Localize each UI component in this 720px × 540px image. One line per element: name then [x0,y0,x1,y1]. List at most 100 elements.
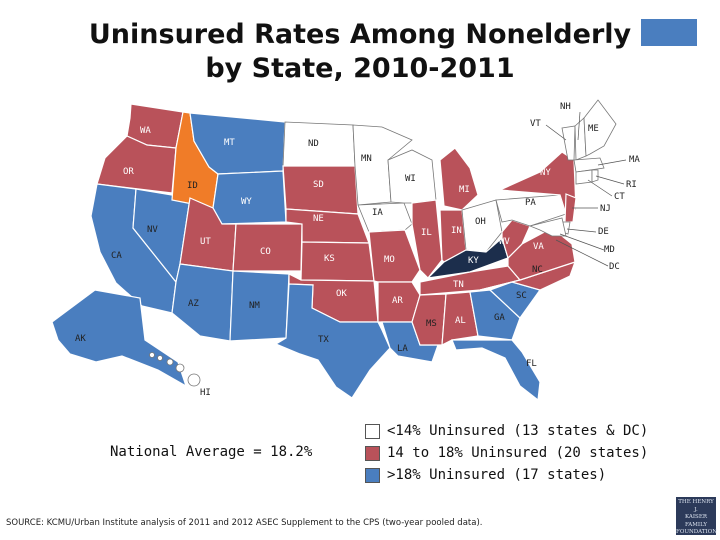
label-nm: NM [249,301,260,311]
leader-ct [587,179,613,197]
leader-ri [595,175,625,185]
label-tn: TN [453,280,464,290]
label-ms: MS [426,319,437,329]
label-al: AL [455,316,466,326]
leader-dc [555,239,609,267]
map-title: Uninsured Rates Among Nonelderly by Stat… [60,18,660,86]
title-line-2: by State, 2010-2011 [205,53,515,84]
label-az: AZ [188,299,199,309]
label-de: DE [598,227,609,237]
corner-color-block [641,19,697,46]
national-average: National Average = 18.2% [110,444,313,460]
kff-logo: THE HENRY J. KAISER FAMILY FOUNDATION [676,497,718,535]
label-ga: GA [494,313,505,323]
label-il: IL [421,228,432,238]
state-mi [439,147,479,211]
label-wv: WV [499,237,510,247]
label-in: IN [451,226,462,236]
label-fl: FL [526,359,537,369]
label-ne: NE [313,214,324,224]
state-hi-3 [166,358,174,366]
label-ri: RI [626,180,637,190]
leader-vt [545,124,567,141]
title-line-1: Uninsured Rates Among Nonelderly [88,19,632,50]
legend-label-mid: 14 to 18% Uninsured (20 states) [387,445,649,461]
label-ca: CA [111,251,122,261]
label-sd: SD [313,180,324,190]
logo-line-1: THE HENRY J. [678,499,714,513]
legend-label-low: <14% Uninsured (13 states & DC) [387,423,649,439]
state-ks [300,241,375,282]
state-ri [591,169,599,183]
label-la: LA [397,344,408,354]
label-ut: UT [200,237,211,247]
label-mi: MI [459,185,470,195]
state-hi-4 [175,363,185,373]
state-ky [426,236,509,279]
state-ny [497,151,577,215]
label-mo: MO [384,255,395,265]
label-ar: AR [392,296,403,306]
leader-nh [577,111,581,141]
label-nv: NV [147,225,158,235]
label-ia: IA [372,208,383,218]
state-az [171,263,234,342]
label-me: ME [588,124,599,134]
label-nd: ND [308,139,319,149]
state-hi-5 [187,373,201,387]
state-fl [451,339,541,402]
legend: <14% Uninsured (13 states & DC) 14 to 18… [365,420,648,486]
state-hi-1 [149,352,155,358]
label-hi: HI [200,388,211,398]
logo-line-3: FAMILY [684,521,708,528]
state-tx [274,283,391,399]
state-sd [282,165,359,215]
label-ok: OK [336,289,347,299]
label-wa: WA [140,126,151,136]
label-dc: DC [609,262,620,272]
legend-row-high: >18% Uninsured (17 states) [365,464,648,486]
label-ky: KY [468,256,479,266]
state-md [528,217,567,237]
state-ct [575,169,593,185]
state-me [583,99,617,157]
state-ak [51,289,188,388]
legend-row-low: <14% Uninsured (13 states & DC) [365,420,648,442]
legend-row-mid: 14 to 18% Uninsured (20 states) [365,442,648,464]
logo-line-2: KAISER [685,514,707,520]
state-ia [357,202,413,233]
label-id: ID [187,181,198,191]
logo-line-4: FOUNDATION [676,529,718,535]
leader-de [566,228,597,233]
label-tx: TX [318,335,329,345]
label-co: CO [260,247,271,257]
label-wy: WY [241,197,252,207]
source-note: SOURCE: KCMU/Urban Institute analysis of… [6,518,483,528]
state-ga [469,289,521,341]
legend-swatch-mid [365,445,380,461]
label-ak: AK [75,334,86,344]
label-mt: MT [224,138,235,148]
label-nh: NH [560,102,571,112]
label-md: MD [604,245,615,255]
label-or: OR [123,167,134,177]
label-ny: NY [540,168,551,178]
label-pa: PA [525,198,536,208]
legend-swatch-high [365,467,380,483]
label-nc: NC [532,265,543,275]
state-al [441,291,479,347]
label-mn: MN [361,154,372,164]
state-nd [282,121,356,167]
legend-label-high: >18% Uninsured (17 states) [387,467,607,483]
state-hi-2 [157,355,163,361]
state-oh [461,199,503,253]
label-oh: OH [475,217,486,227]
legend-swatch-low [365,423,380,439]
state-ma [573,157,605,173]
leader-ma [597,159,627,166]
state-nj [564,193,577,223]
label-ct: CT [614,192,625,202]
label-va: VA [533,242,544,252]
label-nj: NJ [600,204,611,214]
